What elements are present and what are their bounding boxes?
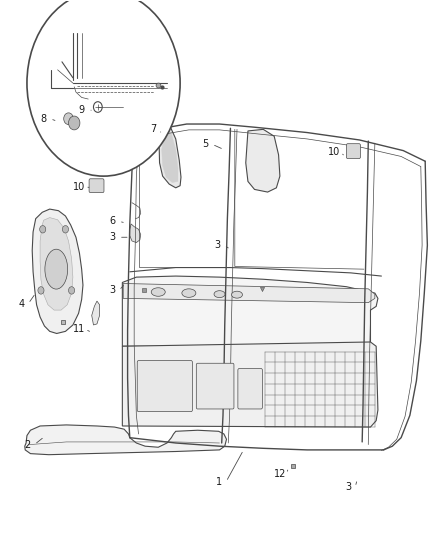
Text: 7: 7	[149, 124, 156, 134]
Polygon shape	[245, 130, 279, 192]
Text: 3: 3	[109, 232, 115, 243]
Polygon shape	[92, 301, 99, 325]
Polygon shape	[159, 127, 180, 188]
Circle shape	[39, 225, 46, 233]
Polygon shape	[32, 209, 83, 334]
Polygon shape	[161, 134, 177, 182]
FancyBboxPatch shape	[89, 179, 104, 192]
Text: 3: 3	[109, 286, 115, 295]
Ellipse shape	[214, 290, 224, 297]
Polygon shape	[25, 425, 226, 455]
Circle shape	[38, 287, 44, 294]
Text: 5: 5	[202, 139, 208, 149]
Text: 4: 4	[18, 298, 25, 309]
Text: 10: 10	[72, 182, 85, 192]
Text: 8: 8	[40, 114, 46, 124]
Polygon shape	[40, 217, 73, 310]
Text: 9: 9	[78, 104, 85, 115]
Text: 11: 11	[72, 324, 85, 334]
Text: 6: 6	[109, 216, 115, 227]
Text: 10: 10	[327, 147, 339, 157]
FancyBboxPatch shape	[346, 144, 360, 159]
Polygon shape	[130, 224, 141, 243]
Circle shape	[68, 287, 74, 294]
FancyBboxPatch shape	[237, 368, 262, 409]
FancyBboxPatch shape	[196, 364, 233, 409]
Text: 1: 1	[216, 477, 222, 487]
Polygon shape	[122, 342, 377, 427]
Circle shape	[62, 225, 68, 233]
Text: 12: 12	[273, 469, 286, 479]
FancyBboxPatch shape	[137, 361, 192, 411]
Ellipse shape	[151, 288, 165, 296]
Text: 3: 3	[214, 240, 220, 250]
Circle shape	[68, 116, 80, 130]
Circle shape	[27, 0, 180, 176]
Ellipse shape	[45, 249, 67, 289]
Polygon shape	[123, 284, 374, 303]
Polygon shape	[122, 276, 377, 346]
Text: 2: 2	[25, 440, 31, 450]
Ellipse shape	[181, 289, 195, 297]
Ellipse shape	[231, 291, 242, 298]
Circle shape	[64, 113, 73, 125]
Text: 3: 3	[345, 482, 351, 492]
